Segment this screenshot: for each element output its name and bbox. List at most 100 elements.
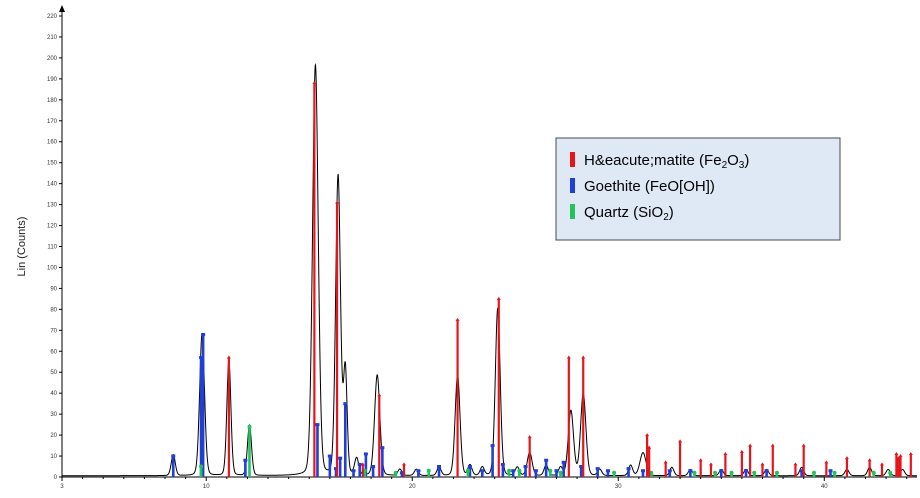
stick-cap: [824, 460, 829, 464]
stick-cap: [688, 469, 693, 473]
y-tick-label: 190: [47, 77, 58, 83]
stick-cap: [377, 393, 382, 397]
stick-cap: [315, 423, 320, 427]
stick-cap: [465, 468, 470, 473]
stick-cap: [226, 355, 231, 359]
stick-cap: [363, 452, 368, 456]
stick-cap: [517, 468, 522, 473]
stick-cap: [393, 470, 398, 475]
stick-cap: [371, 465, 376, 469]
stick-cap: [343, 402, 348, 406]
stick-cap: [801, 443, 806, 447]
y-tick-label: 20: [50, 433, 57, 439]
legend-swatch: [570, 204, 575, 219]
stick-cap: [554, 469, 559, 473]
y-tick-label: 150: [47, 161, 58, 167]
stick-cap: [739, 449, 744, 453]
stick-cap: [828, 469, 833, 473]
stick-cap: [566, 355, 571, 359]
stick-cap: [898, 454, 903, 458]
x-tick-label: 10: [203, 484, 210, 490]
stick-cap: [199, 356, 204, 360]
stick-cap: [760, 462, 765, 466]
stick-cap: [793, 462, 798, 466]
y-tick-label: 130: [47, 203, 58, 209]
stick-cap: [832, 470, 837, 475]
stick-cap: [558, 470, 563, 475]
stick-cap: [647, 445, 652, 449]
stick-cap: [581, 355, 586, 359]
y-tick-label: 160: [47, 140, 58, 146]
stick-cap: [544, 458, 549, 462]
stick-cap: [844, 456, 849, 460]
y-tick-label: 120: [47, 224, 58, 230]
stick-cap: [774, 470, 779, 475]
stick-cap: [729, 470, 734, 475]
x-tick-label: 3: [60, 484, 64, 490]
stick-cap: [561, 460, 566, 464]
stick-cap: [327, 454, 332, 458]
y-tick-label: 220: [47, 14, 58, 20]
stick-cap: [764, 469, 769, 473]
stick-cap: [351, 469, 356, 473]
stick-cap: [667, 469, 672, 473]
stick-cap: [752, 470, 757, 475]
stick-cap: [579, 465, 584, 469]
stick-cap: [770, 443, 775, 447]
y-axis-title: Lin (Counts): [16, 217, 28, 277]
stick-cap: [480, 469, 485, 473]
stick-cap: [626, 467, 631, 471]
stick-cap: [243, 458, 248, 462]
stick-cap: [548, 468, 553, 473]
stick-cap: [811, 470, 816, 475]
stick-cap: [888, 470, 893, 475]
series-hematite: [226, 81, 913, 477]
y-tick-label: 180: [47, 98, 58, 104]
stick-cap: [698, 458, 703, 462]
stick-cap: [748, 443, 753, 447]
stick-cap: [523, 465, 528, 469]
legend-box: [555, 137, 841, 241]
diffraction-pattern: [62, 63, 917, 477]
stick-cap: [663, 460, 668, 464]
stick-cap: [171, 454, 176, 458]
stick-cap: [723, 451, 728, 455]
x-tick-label: 20: [409, 484, 416, 490]
stick-cap: [511, 469, 516, 473]
legend-swatch: [570, 152, 575, 167]
stick-cap: [871, 470, 876, 475]
stick-cap: [338, 456, 343, 460]
y-tick-label: 0: [54, 475, 58, 481]
stick-cap: [199, 464, 204, 469]
legend-swatch: [570, 178, 575, 193]
stick-cap: [744, 469, 748, 473]
stick-cap: [490, 444, 495, 448]
x-tick-label: 40: [821, 484, 828, 490]
stick-cap: [247, 424, 252, 429]
stick-cap: [357, 462, 362, 466]
y-axis-arrow: [59, 5, 65, 12]
stick-cap: [416, 469, 421, 473]
stick-cap: [335, 200, 340, 204]
stick-cap: [719, 469, 724, 473]
y-tick-label: 40: [50, 391, 57, 397]
stick-cap: [879, 462, 884, 466]
stick-cap: [605, 469, 610, 473]
stick-cap: [402, 462, 406, 466]
series-quartz: [199, 424, 893, 477]
pattern-line: [62, 63, 917, 477]
y-tick-label: 30: [50, 412, 57, 418]
stick-cap: [426, 468, 431, 473]
stick-cap: [507, 468, 512, 473]
legend-label: Goethite (FeO[OH]): [584, 178, 715, 195]
stick-cap: [437, 465, 442, 469]
stick-cap: [595, 467, 600, 471]
reference-sticks: [171, 81, 913, 477]
stick-cap: [533, 469, 538, 473]
stick-cap: [500, 462, 505, 466]
y-tick-label: 170: [47, 119, 58, 125]
stick-cap: [201, 333, 206, 337]
series-goethite: [171, 333, 833, 477]
stick-cap: [612, 470, 617, 475]
